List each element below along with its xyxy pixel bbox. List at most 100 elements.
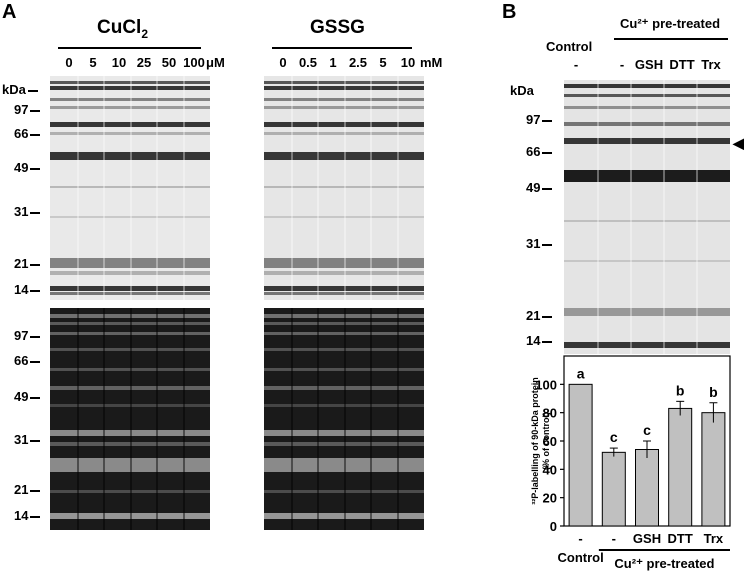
gel-band bbox=[264, 348, 424, 351]
mw-marker: 21 bbox=[526, 309, 552, 322]
mw-marker: 66 bbox=[14, 354, 40, 367]
cucl2-lane-label: 25 bbox=[136, 55, 152, 70]
lane-gap bbox=[183, 76, 185, 300]
bar bbox=[701, 412, 726, 527]
gel-band bbox=[264, 292, 424, 295]
gssg-lane-label: 2.5 bbox=[348, 55, 368, 70]
autoradiograph-cucl2 bbox=[50, 76, 210, 300]
y-axis-label-2: (% of control) bbox=[541, 412, 551, 470]
lane-gap bbox=[343, 308, 346, 530]
gel-band bbox=[50, 513, 210, 519]
bar bbox=[668, 407, 693, 527]
cucl2-lane-label: 5 bbox=[89, 55, 97, 70]
gel-band bbox=[564, 260, 730, 262]
lane-gap bbox=[103, 308, 106, 530]
chart-frame bbox=[563, 355, 731, 527]
gel-band bbox=[50, 442, 210, 446]
mw-marker: 14 bbox=[526, 334, 552, 347]
gel-band bbox=[264, 404, 424, 407]
lane-gap bbox=[597, 80, 599, 354]
gel-band bbox=[50, 286, 210, 291]
significance-letter: b bbox=[676, 382, 685, 398]
pretreatment-lane-label: DTT bbox=[669, 57, 695, 72]
gel-band bbox=[564, 308, 730, 316]
gel-band bbox=[50, 332, 210, 335]
lane-gap bbox=[76, 76, 79, 300]
gel-band bbox=[264, 458, 424, 472]
gel-band bbox=[50, 81, 210, 84]
gel-band bbox=[564, 138, 730, 144]
y-tick-label: 60 bbox=[543, 434, 557, 449]
gssg-lane-label: 1 bbox=[329, 55, 337, 70]
gel-band bbox=[264, 513, 424, 519]
mw-marker: 21 bbox=[14, 257, 40, 270]
gel-band bbox=[50, 404, 210, 407]
gel-band bbox=[564, 122, 730, 126]
gel-band bbox=[50, 458, 210, 472]
autoradiograph-gssg bbox=[264, 76, 424, 300]
gel-band bbox=[264, 430, 424, 436]
mw-marker: 49 bbox=[526, 181, 552, 194]
gel-band bbox=[50, 216, 210, 218]
pretreatment-lane-label: - bbox=[573, 57, 579, 72]
autoradiograph-pretreated bbox=[564, 80, 730, 354]
x-label-group: Cu²⁺ pre-treated bbox=[614, 556, 714, 571]
mw-marker: 49 bbox=[14, 161, 40, 174]
mw-marker: 97 bbox=[526, 113, 552, 126]
lane-gap bbox=[156, 76, 159, 300]
mw-marker: 49 bbox=[14, 390, 40, 403]
mw-marker: 66 bbox=[14, 127, 40, 140]
arrowhead-icon: ◀ bbox=[733, 135, 744, 151]
mw-marker: 14 bbox=[14, 283, 40, 296]
gel-band bbox=[564, 84, 730, 88]
gel-band bbox=[50, 132, 210, 135]
gel-band bbox=[50, 122, 210, 127]
y-axis-label: ³²P-labelling of 90-kDa protein bbox=[530, 377, 540, 505]
bar bbox=[568, 383, 593, 527]
gel-band bbox=[50, 322, 210, 325]
lane-gap bbox=[156, 308, 159, 530]
y-tick-label: 40 bbox=[543, 462, 557, 477]
gssg-title: GSSG bbox=[310, 17, 365, 38]
significance-letter: c bbox=[643, 422, 651, 438]
gel-band bbox=[264, 186, 424, 188]
panel-b-kda-label: kDa bbox=[510, 83, 534, 98]
cucl2-title-text: CuCl bbox=[97, 17, 142, 38]
x-tick-label: - bbox=[612, 531, 616, 546]
gel-band bbox=[564, 170, 730, 182]
gel-band bbox=[564, 106, 730, 109]
lane-gap bbox=[103, 76, 106, 300]
gel-band bbox=[264, 216, 424, 218]
lane-gap bbox=[290, 308, 293, 530]
mw-marker: 97 bbox=[14, 103, 40, 116]
mw-marker: 31 bbox=[14, 433, 40, 446]
significance-letter: a bbox=[577, 365, 585, 381]
gel-band bbox=[50, 152, 210, 160]
mw-marker: 21 bbox=[14, 483, 40, 496]
gssg-unit: mM bbox=[420, 55, 443, 70]
lane-gap bbox=[370, 308, 373, 530]
x-tick-label: - bbox=[578, 531, 582, 546]
cucl2-lane-label: 10 bbox=[111, 55, 127, 70]
gssg-lane-label: 0 bbox=[279, 55, 287, 70]
gel-band bbox=[264, 386, 424, 390]
gel-band bbox=[50, 386, 210, 390]
control-label: Control bbox=[546, 39, 593, 54]
gel-band bbox=[264, 332, 424, 335]
cucl2-unit: μM bbox=[206, 55, 225, 70]
gel-band bbox=[50, 86, 210, 90]
cucl2-title: CuCl2 bbox=[97, 18, 148, 40]
lane-gap bbox=[630, 80, 632, 354]
gel-band bbox=[50, 292, 210, 295]
gel-band bbox=[264, 286, 424, 291]
gel-band bbox=[50, 258, 210, 268]
lane-gap bbox=[290, 76, 293, 300]
gel-band bbox=[264, 122, 424, 127]
mw-marker: 66 bbox=[526, 145, 552, 158]
gssg-bracket-line bbox=[272, 47, 412, 49]
gel-band bbox=[564, 94, 730, 97]
lane-gap bbox=[76, 308, 79, 530]
cucl2-lane-label: 0 bbox=[65, 55, 73, 70]
cucl2-bracket-line bbox=[58, 47, 201, 49]
lane-gap bbox=[696, 80, 698, 354]
